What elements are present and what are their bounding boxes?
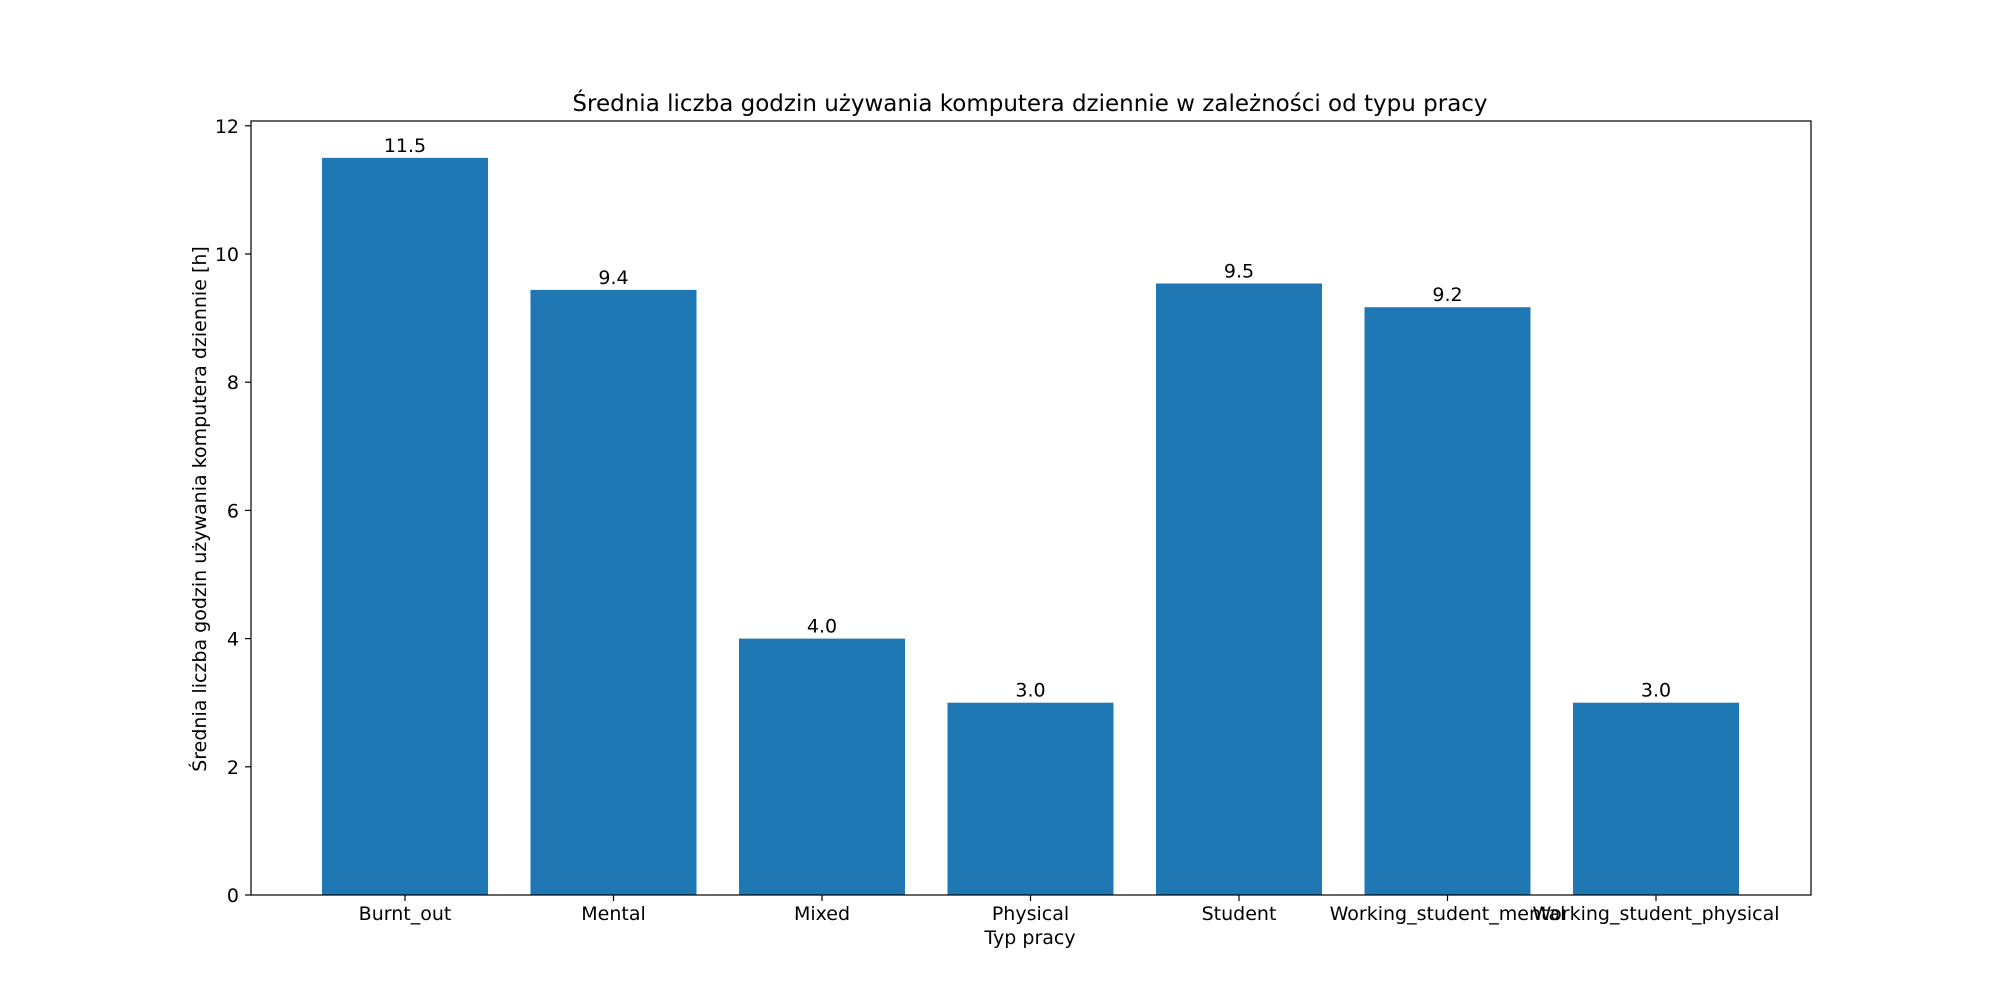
x-tick-label: Working_student_physical bbox=[1532, 903, 1779, 925]
x-axis-label: Typ pracy bbox=[983, 927, 1075, 949]
y-ticks-group: 0 2 4 6 8 10 12 bbox=[215, 116, 251, 907]
bar-value-label: 9.2 bbox=[1432, 284, 1462, 306]
bar-working-student-physical bbox=[1573, 702, 1739, 895]
bar-value-label: 4.0 bbox=[807, 616, 837, 638]
bar-value-label: 9.4 bbox=[598, 267, 628, 289]
x-tick-label: Mixed bbox=[794, 903, 850, 925]
bar-mixed bbox=[739, 638, 905, 895]
y-tick-label: 4 bbox=[227, 629, 239, 651]
bar-mental bbox=[530, 289, 697, 895]
bar-student bbox=[1156, 283, 1322, 895]
y-tick-label: 12 bbox=[215, 116, 239, 138]
x-tick-label: Physical bbox=[992, 903, 1069, 925]
value-labels-group: 11.5 9.4 4.0 3.0 9.5 9.2 3.0 bbox=[384, 135, 1671, 702]
y-axis-label: Średnia liczba godzin używania komputera… bbox=[187, 246, 211, 772]
x-tick-label: Mental bbox=[581, 903, 646, 925]
chart-title: Średnia liczba godzin używania komputera… bbox=[572, 89, 1487, 117]
x-tick-label: Burnt_out bbox=[359, 903, 452, 925]
y-tick-label: 6 bbox=[227, 500, 239, 522]
y-tick-label: 10 bbox=[215, 244, 239, 266]
bar-value-label: 3.0 bbox=[1015, 680, 1045, 702]
bar-burnt-out bbox=[322, 157, 488, 895]
plot-area-frame bbox=[250, 120, 1812, 896]
bar-value-label: 11.5 bbox=[384, 135, 426, 157]
bar-value-label: 9.5 bbox=[1224, 260, 1254, 282]
bar-physical bbox=[947, 702, 1114, 895]
x-tick-label: Working_student_mental bbox=[1330, 903, 1566, 925]
bar-working-student-mental bbox=[1364, 307, 1531, 895]
bar-value-label: 3.0 bbox=[1641, 680, 1671, 702]
y-tick-label: 8 bbox=[227, 372, 239, 394]
x-ticks-group: Burnt_out Mental Mixed Physical Student Worki… bbox=[359, 895, 1780, 925]
x-tick-label: Student bbox=[1202, 903, 1277, 925]
y-tick-label: 2 bbox=[227, 757, 239, 779]
y-tick-label: 0 bbox=[227, 885, 239, 907]
bars-group bbox=[322, 157, 1739, 895]
